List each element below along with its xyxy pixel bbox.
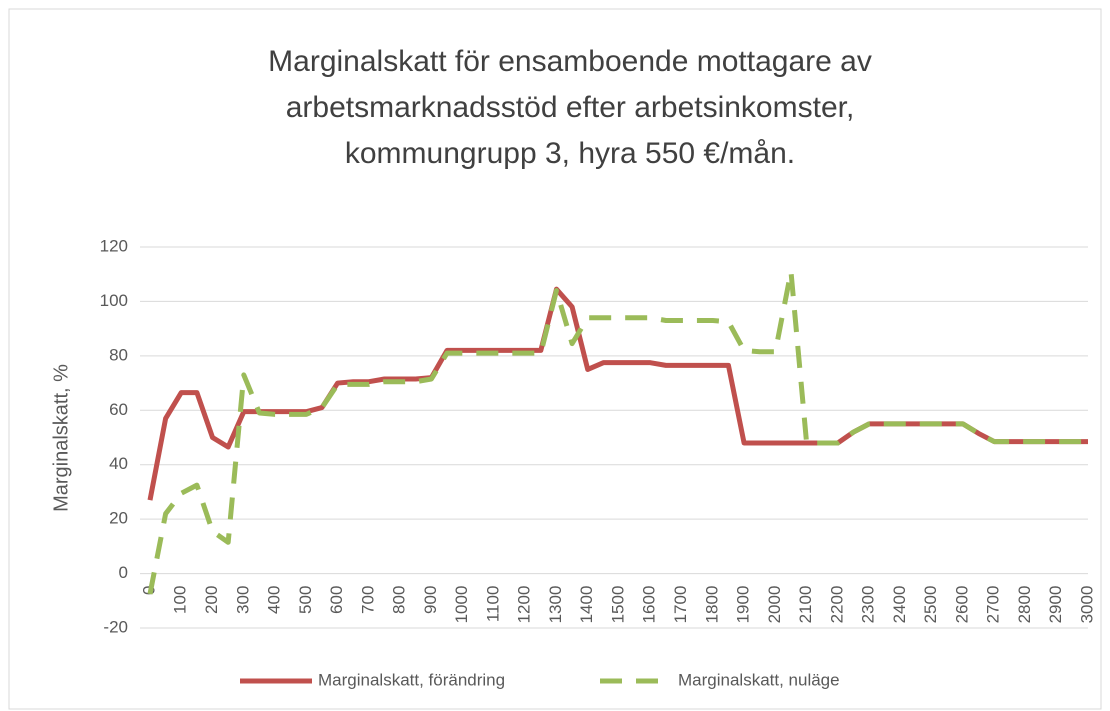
x-tick-label: 2400	[890, 586, 909, 624]
x-tick-label: 2200	[827, 586, 846, 624]
x-tick-label: 3000	[1077, 586, 1096, 624]
x-tick-label: 2500	[921, 586, 940, 624]
series-line	[147, 268, 1088, 595]
x-tick-label: 800	[390, 586, 409, 614]
y-axis-label: Marginalskatt, %	[50, 364, 72, 512]
x-tick-label: 1700	[671, 586, 690, 624]
y-tick-label: 100	[100, 291, 128, 310]
x-tick-label: 100	[171, 586, 190, 614]
x-tick-label: 300	[233, 586, 252, 614]
x-tick-label: 1200	[515, 586, 534, 624]
chart-title: Marginalskatt för ensamboende mottagare …	[268, 45, 872, 78]
x-tick-label: 600	[327, 586, 346, 614]
x-tick-label: 1600	[640, 586, 659, 624]
x-tick-label: 500	[296, 586, 315, 614]
x-tick-label: 1900	[734, 586, 753, 624]
chart-border	[8, 8, 1102, 710]
x-tick-label: 2900	[1046, 586, 1065, 624]
x-tick-label: 1800	[702, 586, 721, 624]
chart-title: kommungrupp 3, hyra 550 €/mån.	[345, 137, 795, 170]
x-tick-label: 1400	[577, 586, 596, 624]
x-tick-label: 2800	[1015, 586, 1034, 624]
x-tick-label: 2000	[765, 586, 784, 624]
x-tick-label: 900	[421, 586, 440, 614]
chart-title: arbetsmarknadsstöd efter arbetsinkomster…	[286, 91, 855, 124]
x-tick-label: 700	[358, 586, 377, 614]
legend-label: Marginalskatt, förändring	[318, 670, 505, 689]
y-tick-label: 20	[109, 509, 128, 528]
x-tick-label: 1100	[483, 586, 502, 623]
y-tick-label: 40	[109, 454, 128, 473]
x-tick-label: 200	[202, 586, 221, 614]
x-tick-label: 1500	[608, 586, 627, 624]
legend-label: Marginalskatt, nuläge	[678, 670, 840, 689]
y-tick-label: 120	[100, 236, 128, 255]
x-tick-label: 2100	[796, 586, 815, 624]
y-tick-label: -20	[103, 617, 128, 636]
y-tick-label: 60	[109, 400, 128, 419]
y-tick-label: 0	[119, 563, 128, 582]
x-tick-label: 2300	[859, 586, 878, 624]
x-tick-label: 2700	[984, 586, 1003, 624]
x-tick-label: 1000	[452, 586, 471, 624]
x-tick-label: 1300	[546, 586, 565, 624]
y-tick-label: 80	[109, 345, 128, 364]
x-tick-label: 2600	[952, 586, 971, 624]
x-tick-label: 400	[265, 586, 284, 614]
